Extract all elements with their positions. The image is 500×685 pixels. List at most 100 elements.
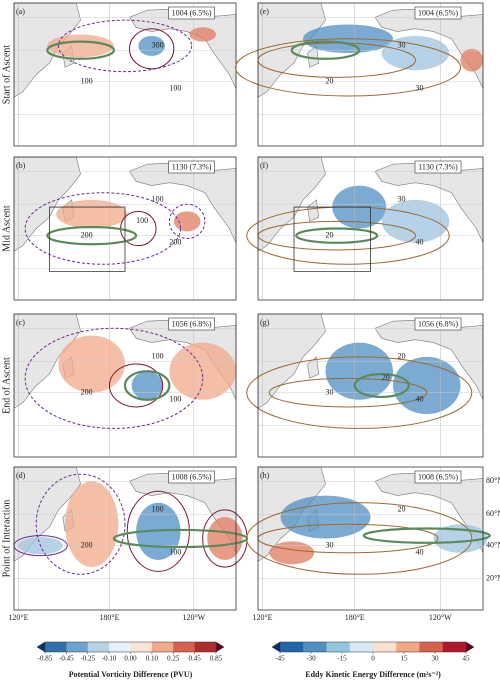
lat-label: 60°N	[486, 509, 500, 518]
count-label: 1056 (6.8%)	[172, 319, 212, 328]
colorbar-segment	[442, 642, 467, 652]
colorbar-segment	[173, 642, 195, 652]
count-label: 1130 (7.3%)	[418, 162, 458, 171]
panel-border	[13, 313, 237, 458]
contour-label: 100	[136, 216, 148, 225]
colorbar-tick-label: 30	[432, 655, 440, 663]
colorbar-segment	[130, 642, 153, 652]
colorbar-segment	[349, 642, 374, 652]
lon-label: 120°E	[8, 613, 28, 622]
contour	[129, 29, 173, 69]
colorbar-tick-label: 15	[401, 655, 409, 663]
panel-border	[13, 2, 237, 147]
colorbar-tick-label: -0.10	[102, 655, 117, 663]
count-label: 1004 (6.5%)	[172, 8, 212, 17]
shading	[280, 495, 371, 539]
count-box	[168, 470, 215, 484]
panel-letter: (c)	[16, 318, 25, 327]
colorbar-segment	[419, 642, 444, 652]
contour-label: 100	[152, 352, 164, 361]
count-box	[414, 160, 462, 174]
shading	[58, 335, 126, 393]
lon-label: 120°E	[252, 613, 272, 622]
contour-label: 30	[326, 387, 334, 396]
colorbar-segment	[303, 642, 327, 652]
colorbar-end	[215, 641, 225, 653]
shading	[47, 34, 114, 58]
colorbar-tick-label: 45	[463, 655, 471, 663]
contour-label: 30	[326, 540, 334, 549]
shading	[460, 48, 483, 72]
contour-label: 100	[81, 76, 93, 85]
contour	[36, 474, 125, 574]
colorbar-segment	[45, 642, 67, 652]
panel-letter: (f)	[260, 161, 268, 170]
contour	[355, 374, 409, 397]
contour-label: 40	[416, 548, 424, 557]
lat-label: 80°N	[486, 476, 500, 485]
colorbar-tick-label: 0.25	[167, 655, 180, 663]
contour	[25, 193, 180, 265]
contour	[47, 42, 114, 59]
contour-label: 30	[398, 195, 406, 204]
colorbar-segment	[194, 642, 217, 652]
panel-border	[13, 466, 237, 611]
count-box	[168, 160, 215, 174]
contour	[247, 357, 472, 429]
colorbar-segment	[373, 642, 397, 652]
row-label: Mid Ascent	[1, 205, 12, 252]
panel-letter: (a)	[16, 7, 25, 16]
contour-label: 100	[169, 548, 181, 557]
count-box	[414, 6, 462, 20]
colorbar-segment	[151, 642, 174, 652]
map-layer	[247, 467, 490, 610]
contour-label: 30	[416, 84, 424, 93]
colorbar-tick-label: -45	[275, 655, 285, 663]
contour-label: 200	[169, 238, 181, 247]
contour	[109, 364, 162, 407]
shading	[269, 541, 315, 565]
panel-border	[257, 2, 484, 147]
contour	[25, 328, 203, 428]
row-label: Point of Interaction	[1, 500, 12, 578]
map-layer	[14, 157, 236, 300]
map-panel: 20 30 40 20 (g) 1056 (6.8%)	[247, 314, 483, 457]
colorbar-tick-label: 0.10	[146, 655, 159, 663]
contour	[292, 42, 360, 59]
count-label: 1056 (6.8%)	[418, 319, 458, 328]
colorbar-tick-label: -30	[306, 655, 316, 663]
map-panel: 100 200 200 100 (b) 1130 (7.3%)	[14, 157, 236, 300]
shading	[189, 27, 217, 42]
shading	[131, 371, 163, 400]
contour	[47, 227, 136, 244]
contour-label: 40	[416, 395, 424, 404]
contour	[127, 491, 189, 571]
colorbar-tick-label: 0.85	[210, 655, 223, 663]
contour	[236, 39, 461, 96]
colorbar-tick-label: -15	[337, 655, 347, 663]
colorbar-tick-label: 0.00	[124, 655, 137, 663]
count-label: 1130 (7.3%)	[172, 162, 212, 171]
panel-letter: (g)	[260, 318, 270, 327]
panel-letter: (d)	[16, 471, 26, 480]
contour-label: 100	[152, 505, 164, 514]
shading	[169, 342, 236, 400]
map-layer	[14, 3, 236, 146]
panel-border	[257, 466, 484, 611]
colorbar-segment	[280, 642, 304, 652]
contour-label: 20	[398, 352, 406, 361]
colorbar-segment	[87, 642, 110, 652]
lon-label: 180°E	[99, 613, 119, 622]
contour	[269, 378, 427, 407]
contour-label: 200	[81, 387, 93, 396]
count-box	[414, 470, 462, 484]
colorbar-tick-label: -0.25	[80, 655, 95, 663]
map-panel: 30 20 30 (e) 1004 (6.5%)	[236, 3, 484, 146]
map-panel: 300 100 100 (a) 1004 (6.5%)	[14, 3, 236, 146]
count-label: 1008 (6.5%)	[418, 472, 458, 481]
shading	[138, 35, 165, 56]
map-layer	[236, 3, 484, 146]
lon-label: 120°W	[429, 613, 452, 622]
panel-border	[13, 156, 237, 301]
colorbar-tick-label: -0.45	[59, 655, 74, 663]
